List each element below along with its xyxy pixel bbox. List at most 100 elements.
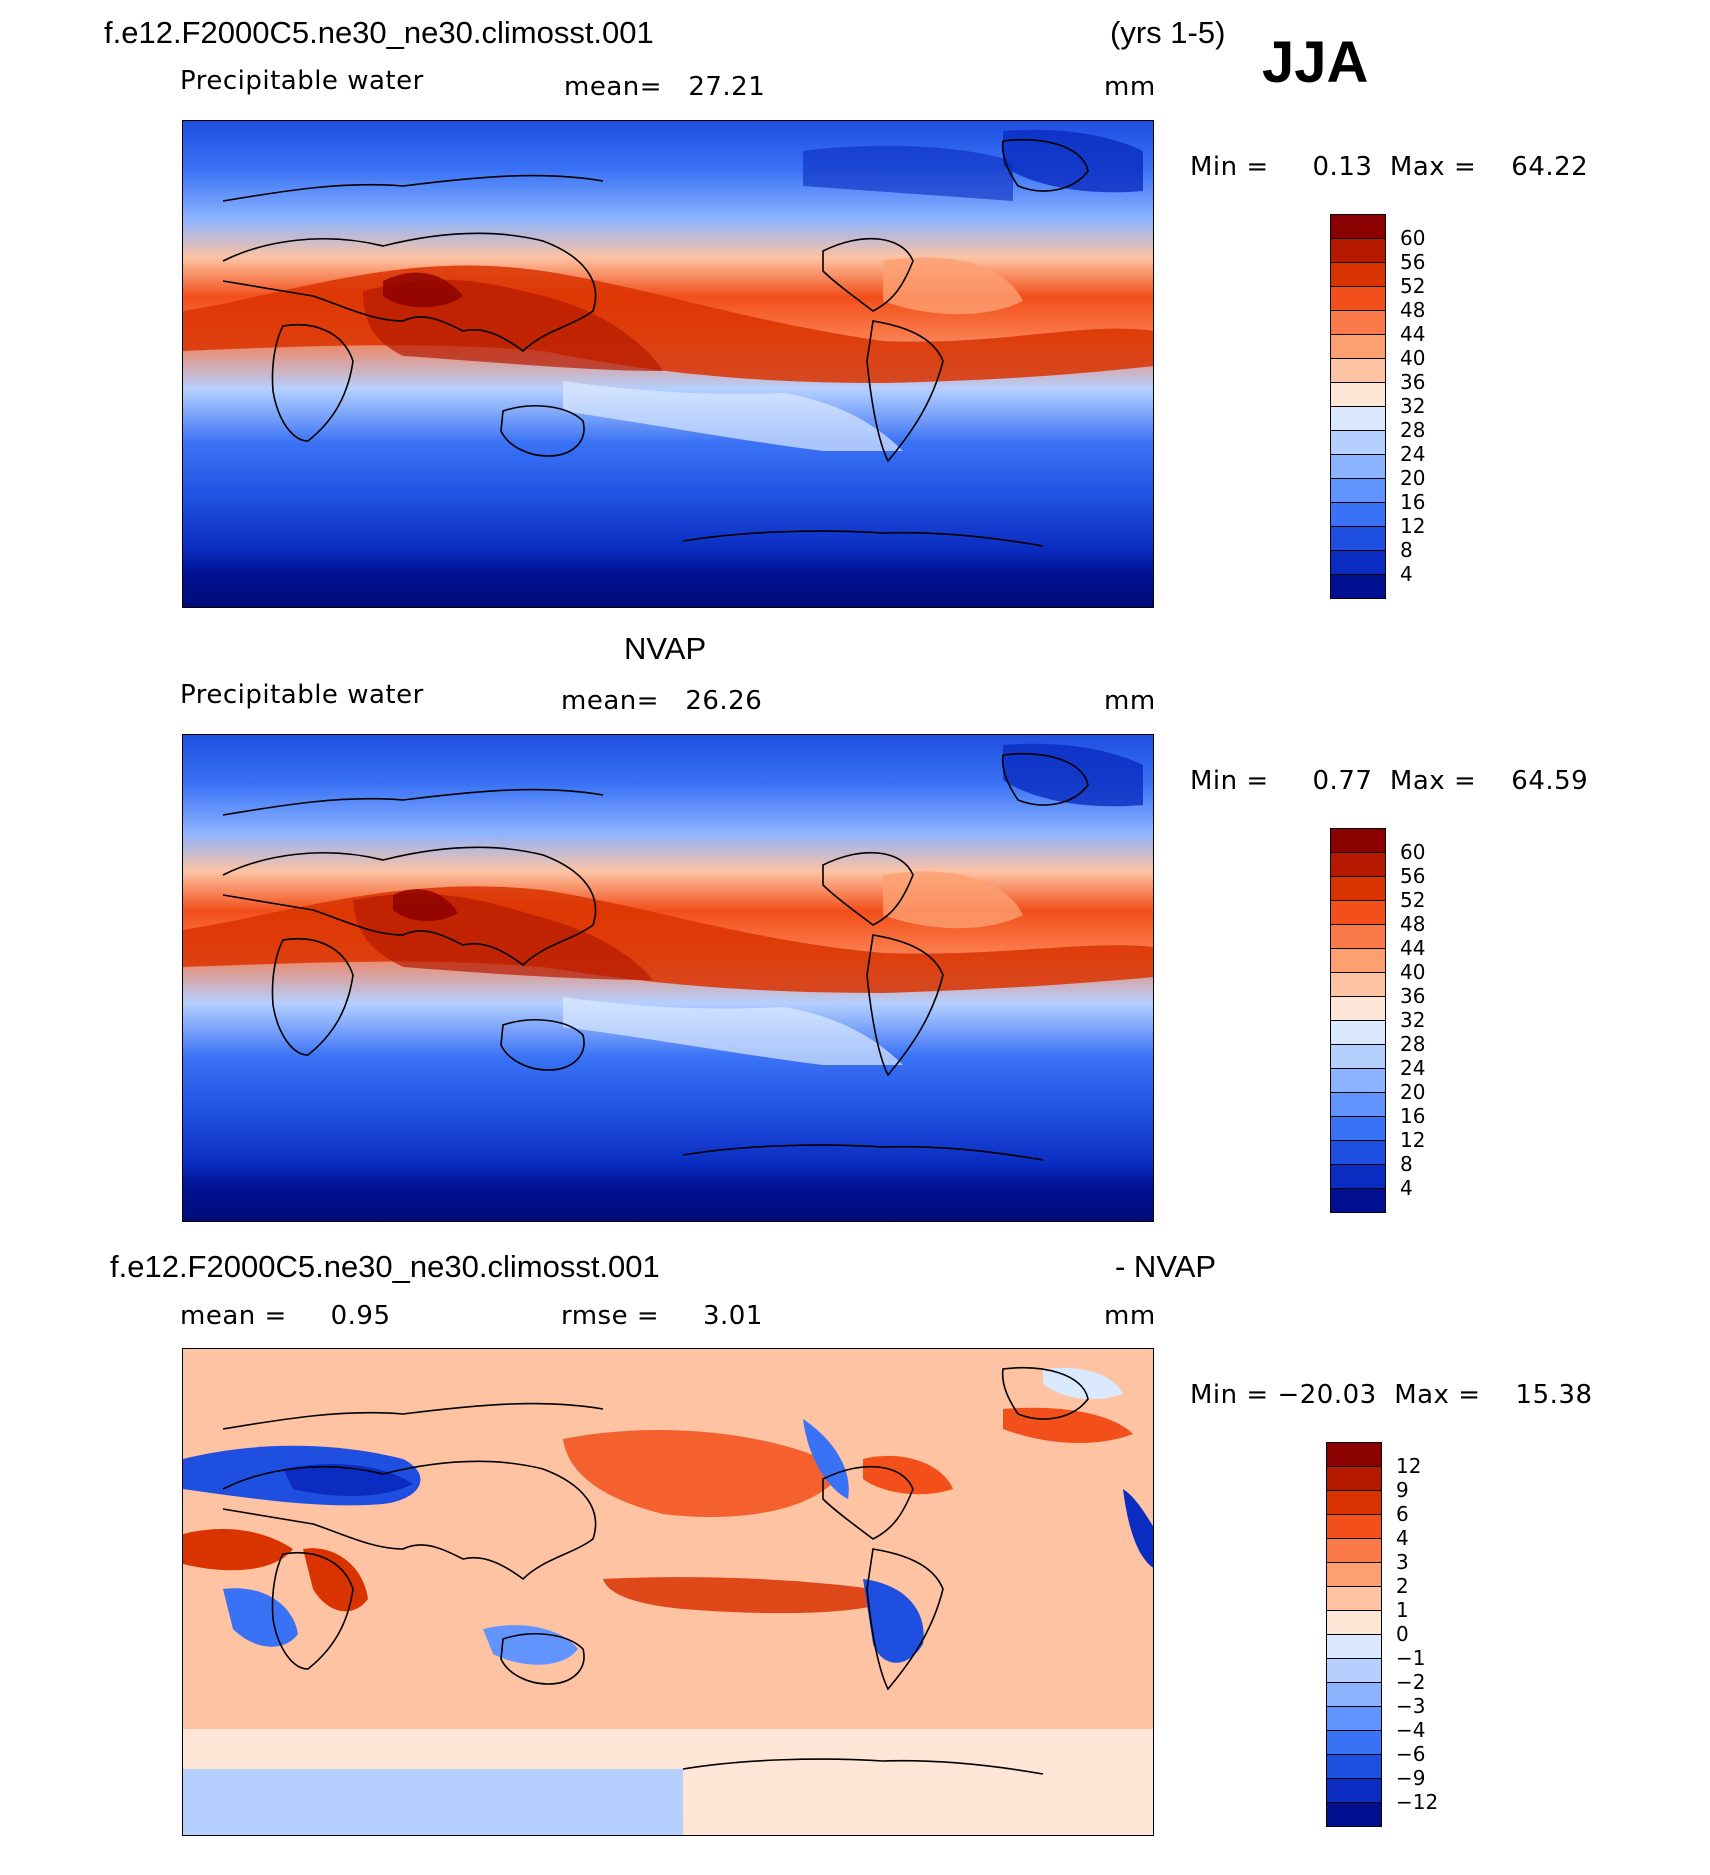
colorbar-level-label: 40 [1400, 346, 1426, 370]
colorbar-level-label: 44 [1400, 322, 1426, 346]
colorbar-swatch [1330, 430, 1386, 455]
colorbar-swatch [1330, 454, 1386, 479]
colorbar-swatch [1330, 996, 1386, 1021]
colorbar-level-label: 12 [1396, 1454, 1422, 1478]
panel1-case-title: f.e12.F2000C5.ne30_ne30.climosst.001 [104, 15, 654, 50]
colorbar-swatch [1326, 1730, 1382, 1755]
colorbar-swatch [1330, 550, 1386, 575]
panel1-years-label: (yrs 1-5) [1110, 15, 1226, 50]
colorbar-swatch [1326, 1562, 1382, 1587]
colorbar-level-label: 48 [1400, 912, 1426, 936]
colorbar-level-label: 56 [1400, 250, 1426, 274]
colorbar-swatch [1326, 1610, 1382, 1635]
colorbar-swatch [1326, 1466, 1382, 1491]
colorbar-level-label: 48 [1400, 298, 1426, 322]
colorbar-swatch [1330, 310, 1386, 335]
colorbar-level-label: 24 [1400, 442, 1426, 466]
colorbar-level-label: 52 [1400, 274, 1426, 298]
season-label: JJA [1262, 30, 1369, 95]
colorbar-swatch [1330, 1044, 1386, 1069]
colorbar-swatch [1330, 900, 1386, 925]
colorbar-swatch [1330, 478, 1386, 503]
colorbar-level-label: 1 [1396, 1598, 1409, 1622]
colorbar-swatch [1330, 1164, 1386, 1189]
colorbar-swatch [1330, 406, 1386, 431]
colorbar-swatch [1326, 1802, 1382, 1827]
colorbar-level-label: 20 [1400, 466, 1426, 490]
colorbar-swatch [1330, 286, 1386, 311]
colorbar-level-label: −3 [1396, 1694, 1426, 1718]
panel2-title: NVAP [624, 631, 707, 666]
colorbar-swatch [1326, 1658, 1382, 1683]
colorbar-swatch [1326, 1754, 1382, 1779]
colorbar-swatch [1326, 1490, 1382, 1515]
colorbar-level-label: 60 [1400, 226, 1426, 250]
colorbar-swatch [1326, 1706, 1382, 1731]
colorbar-level-label: 8 [1400, 1152, 1413, 1176]
colorbar-level-label: 12 [1400, 1128, 1426, 1152]
colorbar-swatch [1330, 1092, 1386, 1117]
panel1-units-label: mm [1104, 72, 1156, 102]
panel3-minus-nvap-label: - NVAP [1115, 1249, 1217, 1284]
colorbar-level-label: 32 [1400, 394, 1426, 418]
colorbar-swatch [1326, 1514, 1382, 1539]
colorbar-swatch [1330, 334, 1386, 359]
panel2-mean-label: mean= 26.26 [561, 686, 763, 716]
colorbar-swatch [1330, 262, 1386, 287]
panel2-colorbar: 60 56 52 48 44 40 36 32 28 24 20 16 12 8 4 [1330, 828, 1470, 1213]
colorbar-swatch [1330, 852, 1386, 877]
panel1-colorbar: 60 56 52 48 44 40 36 32 28 24 20 16 12 8 4 [1330, 214, 1470, 599]
colorbar-swatch [1330, 828, 1386, 853]
colorbar-level-label: 56 [1400, 864, 1426, 888]
colorbar-level-label: 60 [1400, 840, 1426, 864]
colorbar-level-label: 9 [1396, 1478, 1409, 1502]
colorbar-swatch [1330, 214, 1386, 239]
colorbar-level-label: 36 [1400, 984, 1426, 1008]
colorbar-level-label: 28 [1400, 418, 1426, 442]
colorbar-level-label: −6 [1396, 1742, 1426, 1766]
colorbar-swatch [1330, 1116, 1386, 1141]
colorbar-level-label: 8 [1400, 538, 1413, 562]
colorbar-swatch [1330, 948, 1386, 973]
colorbar-swatch [1330, 876, 1386, 901]
colorbar-level-label: −1 [1396, 1646, 1426, 1670]
colorbar-swatch [1330, 526, 1386, 551]
panel3-units-label: mm [1104, 1301, 1156, 1331]
panel1-map [182, 120, 1154, 608]
colorbar-swatch [1330, 1140, 1386, 1165]
panel2-minmax-label: Min = 0.77 Max = 64.59 [1190, 766, 1589, 796]
colorbar-level-label: 0 [1396, 1622, 1409, 1646]
colorbar-swatch [1326, 1586, 1382, 1611]
colorbar-level-label: 16 [1400, 1104, 1426, 1128]
panel2-variable-label: Precipitable water [180, 680, 424, 710]
colorbar-level-label: 4 [1400, 562, 1413, 586]
colorbar-swatch [1330, 238, 1386, 263]
colorbar-level-label: 20 [1400, 1080, 1426, 1104]
panel1-variable-label: Precipitable water [180, 66, 424, 96]
colorbar-level-label: 32 [1400, 1008, 1426, 1032]
colorbar-swatch [1330, 502, 1386, 527]
colorbar-swatch [1330, 574, 1386, 599]
colorbar-swatch [1330, 1188, 1386, 1213]
colorbar-level-label: 52 [1400, 888, 1426, 912]
panel3-case-title: f.e12.F2000C5.ne30_ne30.climosst.001 [110, 1249, 660, 1284]
colorbar-swatch [1326, 1778, 1382, 1803]
panel3-map [182, 1348, 1154, 1836]
colorbar-swatch [1330, 1068, 1386, 1093]
panel3-minmax-label: Min = −20.03 Max = 15.38 [1190, 1380, 1593, 1410]
colorbar-level-label: 40 [1400, 960, 1426, 984]
colorbar-level-label: 28 [1400, 1032, 1426, 1056]
colorbar-swatch [1326, 1682, 1382, 1707]
panel1-minmax-label: Min = 0.13 Max = 64.22 [1190, 152, 1589, 182]
panel1-mean-label: mean= 27.21 [564, 72, 766, 102]
colorbar-level-label: 16 [1400, 490, 1426, 514]
colorbar-level-label: 2 [1396, 1574, 1409, 1598]
colorbar-swatch [1326, 1442, 1382, 1467]
panel3-colorbar: 12 9 6 4 3 2 1 0 −1 −2 −3 −4 −6 −9 −12 [1326, 1442, 1466, 1827]
colorbar-level-label: 44 [1400, 936, 1426, 960]
colorbar-swatch [1326, 1634, 1382, 1659]
colorbar-level-label: 12 [1400, 514, 1426, 538]
panel2-units-label: mm [1104, 686, 1156, 716]
colorbar-swatch [1330, 382, 1386, 407]
colorbar-swatch [1330, 1020, 1386, 1045]
